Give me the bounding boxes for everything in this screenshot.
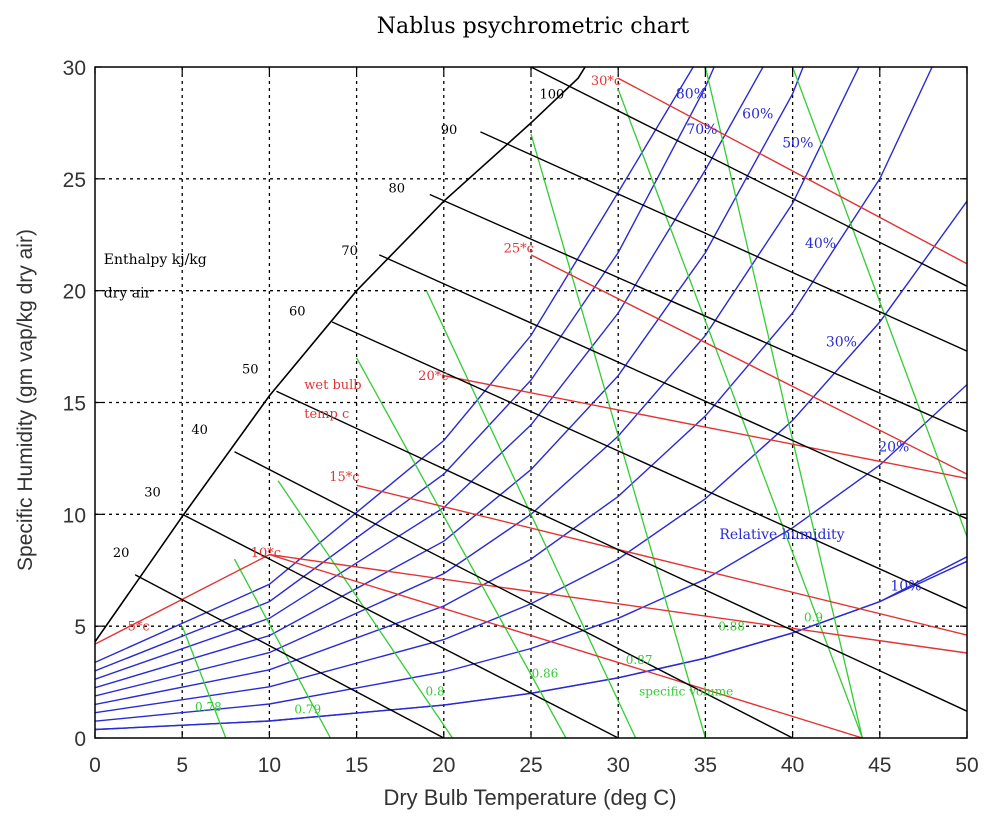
wet-bulb-line-5 <box>617 77 967 265</box>
sv-line-1 <box>233 558 331 738</box>
y-axis-label: Specific Humidity (gm vap/kg dry air) <box>14 229 37 571</box>
chart-title: Nablus psychrometric chart <box>377 14 690 39</box>
enthalpy-label-1: 30 <box>144 485 161 500</box>
y-tick-label-0: 0 <box>74 728 86 751</box>
wet-bulb-label-1: 10*c <box>251 546 281 561</box>
rh-curve-8 <box>95 67 715 672</box>
enthalpy-label-6: 80 <box>388 181 405 196</box>
wet-bulb-label-2: 15*c <box>329 470 359 485</box>
enthalpy-title-line1: Enthalpy kj/kg <box>104 252 207 268</box>
sv-line-4 <box>425 290 637 738</box>
rh-label-3: 30% <box>826 335 857 351</box>
sv-line-0 <box>181 625 227 738</box>
y-tick-label-5: 25 <box>63 169 86 192</box>
y-tick-label-2: 10 <box>63 504 86 527</box>
rh-label-8: 80% <box>676 86 707 102</box>
sv-line-7 <box>704 67 864 738</box>
sv-label-3: 0.86 <box>532 667 559 681</box>
wet-bulb-label-3: 20*c <box>418 369 448 384</box>
enthalpy-label-5: 70 <box>341 244 358 259</box>
sv-line-5 <box>530 133 707 738</box>
wet-bulb-line-4 <box>530 254 967 475</box>
enthalpy-title-line2: dry air <box>104 285 152 301</box>
y-tick-label-1: 5 <box>74 616 86 639</box>
wet-bulb-label-5: 30*c <box>591 74 621 89</box>
enthalpy-line-7 <box>480 131 967 352</box>
x-tick-label-6: 30 <box>607 754 630 777</box>
enthalpy-label-3: 50 <box>242 362 259 377</box>
y-tick-label-4: 20 <box>63 281 86 304</box>
wet-bulb-label-4: 25*c <box>504 242 534 257</box>
rh-curve-6 <box>95 67 804 689</box>
y-tick-label-6: 30 <box>63 57 86 80</box>
wet-bulb-label-0: 5*c <box>128 620 150 635</box>
enthalpy-line-8 <box>530 67 967 287</box>
sv-label-6: 0.9 <box>804 611 823 625</box>
rh-label-1: 10% <box>890 578 921 594</box>
wet-bulb-line-3 <box>443 375 967 480</box>
x-tick-label-0: 0 <box>89 754 101 777</box>
x-tick-label-2: 10 <box>258 754 281 777</box>
rh-curve-2 <box>95 384 967 722</box>
x-tick-label-7: 35 <box>694 754 717 777</box>
enthalpy-label-7: 90 <box>441 123 458 138</box>
enthalpy-line-0 <box>134 574 445 738</box>
enthalpy-line-2 <box>234 451 793 738</box>
enthalpy-line-5 <box>379 254 967 520</box>
rh-label-2: 20% <box>878 440 909 456</box>
saturation-curve <box>95 67 586 643</box>
enthalpy-line-4 <box>331 321 967 609</box>
sv-line-3 <box>356 357 567 738</box>
wet-bulb-title-line2: temp c <box>304 407 349 422</box>
rh-curve-3 <box>95 200 967 714</box>
rh-curve-9 <box>95 67 694 664</box>
enthalpy-line-1 <box>181 513 619 738</box>
x-tick-label-8: 40 <box>781 754 804 777</box>
sv-title: specific volume <box>639 685 733 699</box>
rh-label-4: 40% <box>805 236 836 252</box>
x-tick-label-1: 5 <box>176 754 188 777</box>
rh-title: Relative humidity <box>719 527 844 543</box>
enthalpy-line-6 <box>429 193 967 433</box>
x-tick-label-10: 50 <box>955 754 978 777</box>
rh-label-7: 70% <box>686 122 717 138</box>
enthalpy-label-2: 40 <box>191 423 208 438</box>
enthalpy-line-3 <box>276 390 967 712</box>
rh-curve-4 <box>95 67 933 706</box>
enthalpy-label-4: 60 <box>289 304 306 319</box>
rh-curve-1 <box>95 556 967 731</box>
x-tick-label-9: 45 <box>868 754 891 777</box>
enthalpy-label-8: 100 <box>540 87 565 102</box>
x-tick-label-5: 25 <box>519 754 542 777</box>
rh-curve-5 <box>95 67 860 697</box>
sv-label-0: 0.78 <box>195 700 222 714</box>
sv-label-1: 0.79 <box>294 702 321 716</box>
rh-label-5: 50% <box>782 136 813 152</box>
x-axis-label: Dry Bulb Temperature (deg C) <box>383 785 676 810</box>
x-tick-label-4: 20 <box>432 754 455 777</box>
rh-label-6: 60% <box>742 106 773 122</box>
sv-line-2 <box>277 480 454 738</box>
sv-label-4: 0.87 <box>626 653 653 667</box>
sv-line-8 <box>791 67 967 537</box>
y-tick-label-3: 15 <box>63 393 86 416</box>
wet-bulb-line-1 <box>269 553 967 654</box>
x-tick-label-3: 15 <box>345 754 368 777</box>
rh-curve-7 <box>95 67 764 680</box>
sv-line-6 <box>617 89 864 738</box>
sv-label-2: 0.8 <box>426 685 445 699</box>
wet-bulb-line-2 <box>356 484 967 636</box>
enthalpy-label-0: 20 <box>113 546 130 561</box>
wet-bulb-title-line1: wet bulb <box>304 378 361 393</box>
sv-label-5: 0.88 <box>718 620 745 634</box>
